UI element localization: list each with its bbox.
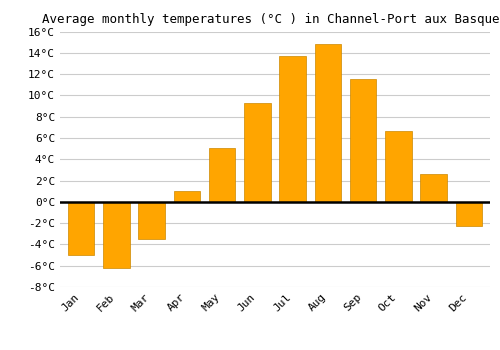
Bar (103, 202, 130, 268)
Bar (420, 174, 447, 202)
Bar (314, 44, 341, 202)
Bar (456, 202, 482, 226)
Bar (68, 202, 94, 255)
Bar (174, 191, 200, 202)
Bar (350, 79, 376, 202)
Bar (280, 56, 306, 202)
Bar (138, 202, 165, 239)
Bar (385, 131, 411, 202)
Title: Average monthly temperatures (°C ) in Channel-Port aux Basques: Average monthly temperatures (°C ) in Ch… (42, 13, 500, 26)
Bar (209, 148, 236, 202)
Bar (244, 103, 270, 202)
